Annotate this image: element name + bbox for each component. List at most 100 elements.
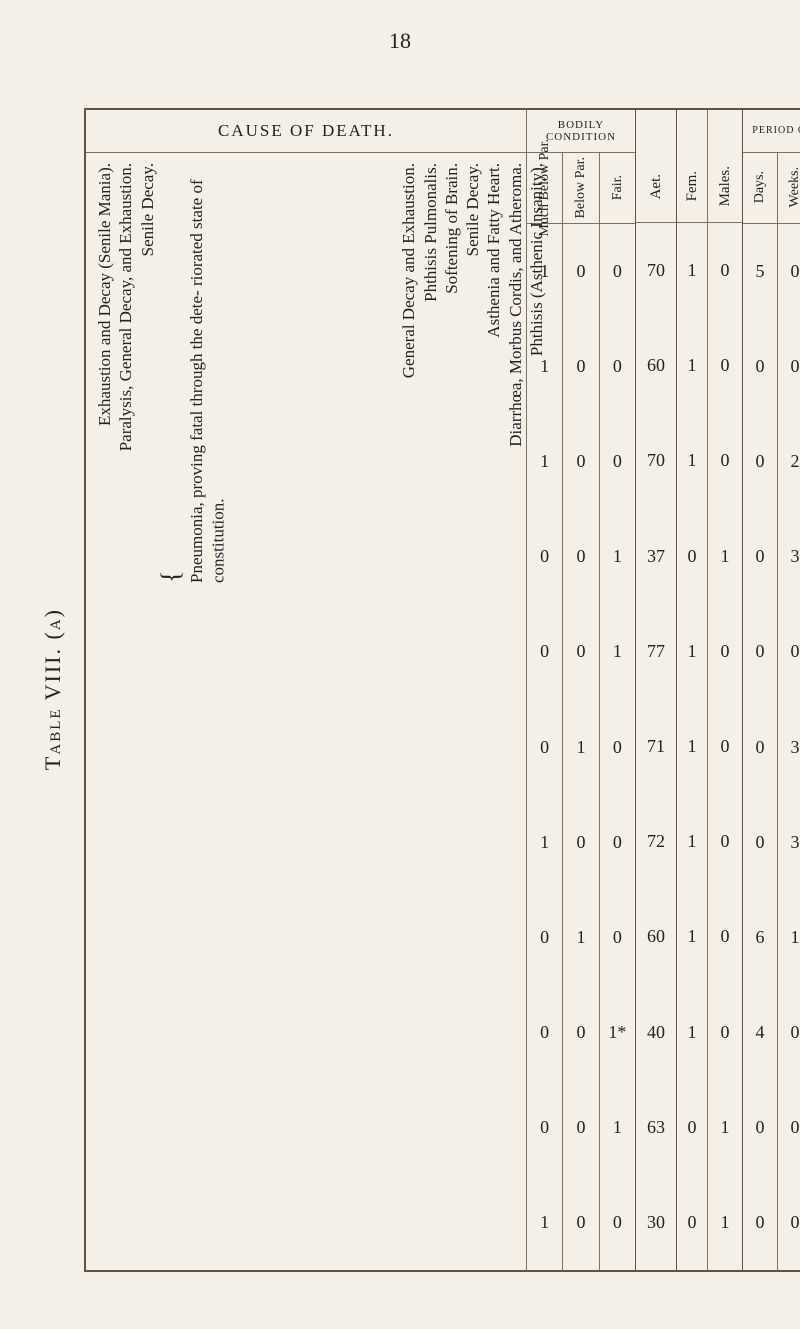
table-cell: 1 (708, 508, 742, 603)
cause-list: Exhaustion and Decay (Senile Mania). Par… (86, 153, 526, 1270)
cause-entry: Phthisis Pulmonalis. (420, 163, 441, 302)
cause-entry: Softening of Brain. (441, 163, 462, 294)
table-cell: 1 (527, 1174, 562, 1269)
cause-entry: Senile Decay. (462, 163, 483, 256)
table-cell: 0 (600, 794, 635, 889)
weeks-label: Weeks. (787, 167, 800, 207)
table-cell: 0 (778, 984, 800, 1079)
table-cell: 1 (708, 1079, 742, 1174)
table-cell: 1 (677, 603, 707, 698)
cause-entry: Asthenia and Fatty Heart. (483, 163, 504, 338)
table-cell: 1 (527, 794, 562, 889)
days-column: Days. 50000006400 (743, 153, 778, 1270)
table-cell: 1 (677, 889, 707, 984)
table-cell: 0 (527, 889, 562, 984)
period-header: PERIOD OF RESIDENCE. (743, 110, 800, 153)
table-cell: 1 (677, 794, 707, 889)
table-cell: 0 (743, 699, 777, 794)
table-cell: 0 (600, 319, 635, 414)
content-area: Table VIII. (a) CAUSE OF DEATH. Exhausti… (40, 90, 760, 1289)
males-label: Males. (717, 166, 734, 206)
table-cell: 0 (527, 604, 562, 699)
table-cell: 0 (743, 414, 777, 509)
table-cell: 1 (527, 414, 562, 509)
period-label: PERIOD OF RESIDENCE. (752, 125, 800, 136)
table-cell: 0 (743, 509, 777, 604)
cause-of-death-header: CAUSE OF DEATH. (86, 110, 526, 153)
table-cell: 37 (636, 508, 676, 603)
table-cell: 0 (778, 224, 800, 319)
table-cell: 1 (708, 1174, 742, 1269)
table-cell: 0 (527, 1079, 562, 1174)
males-column: Males. 00010000011 (708, 110, 743, 1270)
table-cell: 0 (708, 603, 742, 698)
aet-column: Aet. 7060703777717260406330 (636, 110, 677, 1270)
weeks-column: Weeks. 00230331000 (778, 153, 800, 1270)
table-cell: 0 (527, 699, 562, 794)
table-cell: 30 (636, 1174, 676, 1269)
table-cell: 0 (563, 224, 598, 319)
table-cell: 0 (600, 889, 635, 984)
table-cell: 60 (636, 889, 676, 984)
table-cell: 0 (778, 1079, 800, 1174)
page-number: 18 (0, 28, 800, 54)
table-cell: 0 (708, 318, 742, 413)
table-cell: 0 (600, 224, 635, 319)
table-cell: 0 (778, 1174, 800, 1269)
fem-column: Fem. 11101111100 (677, 110, 708, 1270)
below-par-column: Below Par. 00000101000 (563, 153, 599, 1270)
table-cell: 1* (600, 984, 635, 1079)
table-cell: 0 (708, 698, 742, 793)
table-cell: 71 (636, 698, 676, 793)
table-cell: 63 (636, 1079, 676, 1174)
table-cell: 3 (778, 509, 800, 604)
table-cell: 1 (600, 1079, 635, 1174)
table-cell: 1 (677, 318, 707, 413)
fair-label: Fair. (610, 175, 625, 200)
table-cell: 0 (677, 508, 707, 603)
table-cell: 77 (636, 603, 676, 698)
much-below-par-label: Much Below Par. (537, 139, 552, 237)
table-cell: 6 (743, 889, 777, 984)
table-cell: 0 (563, 794, 598, 889)
period-subcolumns: Days. 50000006400 Weeks. 00230331000 Mon… (743, 153, 800, 1270)
table-cell: 0 (563, 604, 598, 699)
table-cell: 1 (677, 413, 707, 508)
table-cell: 0 (600, 414, 635, 509)
table-cell: 1 (677, 984, 707, 1079)
table-cell: 0 (527, 509, 562, 604)
table-cell: 1 (563, 889, 598, 984)
table-cell: 0 (743, 319, 777, 414)
table-cell: 1 (677, 223, 707, 318)
table-cell: 72 (636, 794, 676, 889)
table-cell: 70 (636, 223, 676, 318)
table-cell: 0 (563, 1174, 598, 1269)
table-cell: 1 (677, 698, 707, 793)
aet-label: Aet. (648, 174, 665, 199)
table-cell: 1 (600, 509, 635, 604)
cause-entry: Diarrhœa, Morbus Cordis, and Atheroma. (505, 163, 526, 447)
table-cell: 0 (708, 413, 742, 508)
table-cell: 60 (636, 318, 676, 413)
page: 18 Table VIII. (a) CAUSE OF DEATH. Exhau… (0, 0, 800, 1329)
table-cell: 0 (708, 889, 742, 984)
cause-of-death-label: CAUSE OF DEATH. (218, 121, 394, 141)
table-cell: 1 (600, 604, 635, 699)
table-cell: 0 (778, 604, 800, 699)
cause-entry: Senile Decay. (137, 163, 158, 256)
period-of-residence-group: PERIOD OF RESIDENCE. Days. 50000006400 W… (743, 110, 800, 1270)
table-cell: 0 (677, 1079, 707, 1174)
table-cell: 0 (743, 794, 777, 889)
table-frame: CAUSE OF DEATH. Exhaustion and Decay (Se… (84, 108, 800, 1272)
table-cell: 1 (778, 889, 800, 984)
table-cell: 3 (778, 794, 800, 889)
table-cell: 0 (743, 1079, 777, 1174)
table-cell: 5 (743, 224, 777, 319)
table-cell: 0 (708, 984, 742, 1079)
table-cell: 0 (563, 1079, 598, 1174)
table-cell: 4 (743, 984, 777, 1079)
table-cell: 2 (778, 414, 800, 509)
table-caption: Table VIII. (a) (40, 608, 66, 770)
brace-icon: { (158, 163, 184, 583)
cause-entry: Pneumonia, proving fatal through the det… (186, 163, 229, 583)
